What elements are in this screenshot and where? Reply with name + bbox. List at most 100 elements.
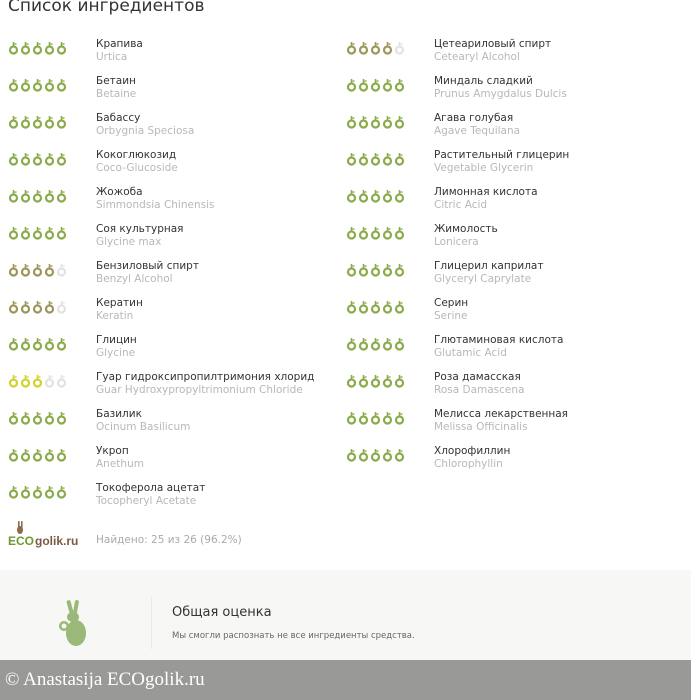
leaf-drop-icon [394,79,405,92]
leaf-drop-icon [44,338,55,351]
safety-rating [346,300,405,314]
leaf-drop-icon [382,338,393,351]
leaf-drop-icon [382,190,393,203]
leaf-drop-icon [394,375,405,388]
leaf-drop-icon [358,412,369,425]
leaf-drop-icon [358,42,369,55]
ingredient-name-latin: Guar Hydroxypropyltrimonium Chloride [96,384,303,396]
safety-rating [346,448,405,462]
ingredient-name-latin: Serine [434,310,468,322]
leaf-drop-icon [346,449,357,462]
safety-rating [8,78,67,92]
ingredient-name-ru: Растительный глицерин [434,149,570,161]
leaf-drop-icon [44,227,55,240]
ingredient-name-ru: Серин [434,297,469,309]
leaf-drop-icon [370,338,381,351]
ingredient-name-ru: Глютаминовая кислота [434,334,564,346]
leaf-drop-icon [56,264,67,277]
safety-rating [346,337,405,351]
leaf-drop-icon [358,190,369,203]
leaf-drop-icon [370,79,381,92]
leaf-drop-icon [394,301,405,314]
leaf-drop-icon [20,486,31,499]
divider [151,597,152,649]
leaf-drop-icon [32,116,43,129]
leaf-drop-icon [44,79,55,92]
leaf-drop-icon [56,486,67,499]
leaf-drop-icon [8,301,19,314]
ingredient-name-ru: Бабассу [96,112,141,124]
safety-rating [8,189,67,203]
leaf-drop-icon [20,153,31,166]
leaf-drop-icon [370,227,381,240]
ingredient-name-ru: Бензиловый спирт [96,260,199,272]
watermark-text: © Anastasija ECOgolik.ru [5,669,205,690]
ingredient-name-ru: Крапива [96,38,143,50]
ingredient-name-latin: Agave Tequilana [434,125,521,137]
leaf-drop-icon [370,449,381,462]
leaf-drop-icon [56,79,67,92]
safety-rating [346,115,405,129]
leaf-drop-icon [346,412,357,425]
leaf-drop-icon [32,486,43,499]
leaf-drop-icon [56,153,67,166]
overall-text: Мы смогли распознать не все ингредиенты … [172,631,415,641]
leaf-drop-icon [20,338,31,351]
ingredient-name-latin: Prunus Amygdalus Dulcis [434,88,567,100]
leaf-drop-icon [44,42,55,55]
leaf-drop-icon [32,42,43,55]
leaf-drop-icon [44,116,55,129]
leaf-drop-icon [8,486,19,499]
safety-rating [8,374,67,388]
leaf-drop-icon [358,79,369,92]
ingredient-name-latin: Ocinum Basilicum [96,421,191,433]
leaf-drop-icon [44,301,55,314]
page-title: Список ингредиентов [8,0,205,16]
leaf-drop-icon [56,227,67,240]
leaf-drop-icon [370,301,381,314]
ingredient-name-latin: Chlorophyllin [434,458,503,470]
ecogolik-logo: ECO golik.ru [8,521,78,548]
ingredient-name-latin: Citric Acid [434,199,488,211]
safety-rating [8,41,67,55]
leaf-drop-icon [394,153,405,166]
svg-text:ECO: ECO [8,534,34,548]
ingredient-name-ru: Соя культурная [96,223,184,235]
overall-title: Общая оценка [172,605,272,620]
leaf-drop-icon [370,116,381,129]
leaf-drop-icon [382,301,393,314]
leaf-drop-icon [358,264,369,277]
leaf-drop-icon [20,301,31,314]
leaf-drop-icon [346,190,357,203]
leaf-drop-icon [32,449,43,462]
safety-rating [8,448,67,462]
safety-rating [8,263,67,277]
leaf-drop-icon [32,227,43,240]
leaf-drop-icon [20,227,31,240]
leaf-drop-icon [346,338,357,351]
leaf-drop-icon [32,79,43,92]
leaf-drop-icon [20,449,31,462]
ingredient-name-latin: Orbygnia Speciosa [96,125,195,137]
ingredient-name-ru: Токоферола ацетат [96,482,206,494]
ingredient-name-latin: Betaine [96,88,137,100]
ingredient-name-latin: Melissa Officinalis [434,421,528,433]
watermark-bar: © Anastasija ECOgolik.ru [0,660,691,700]
leaf-drop-icon [382,375,393,388]
leaf-drop-icon [370,264,381,277]
leaf-drop-icon [20,116,31,129]
safety-rating [8,152,67,166]
leaf-drop-icon [44,153,55,166]
leaf-drop-icon [394,338,405,351]
leaf-drop-icon [44,264,55,277]
leaf-drop-icon [8,412,19,425]
ingredient-name-latin: Cetearyl Alcohol [434,51,520,63]
leaf-drop-icon [8,338,19,351]
leaf-drop-icon [20,264,31,277]
ingredient-name-ru: Роза дамасская [434,371,521,383]
leaf-drop-icon [370,42,381,55]
leaf-drop-icon [20,190,31,203]
safety-rating [8,300,67,314]
leaf-drop-icon [44,190,55,203]
ingredient-name-ru: Кокоглюкозид [96,149,177,161]
